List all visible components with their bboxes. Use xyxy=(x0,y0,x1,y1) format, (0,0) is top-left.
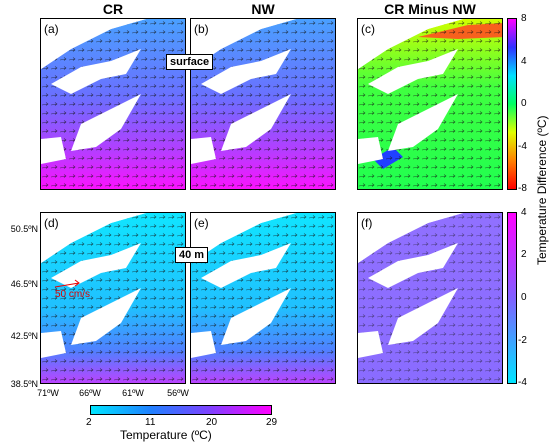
temperature-tick: 2 xyxy=(86,417,92,428)
difference-colorbar-bottom xyxy=(507,212,517,384)
lon-tick: 66ºW xyxy=(79,388,101,398)
panel-b-nw-surface: (b) xyxy=(190,18,336,190)
panel-label-f: (f) xyxy=(361,216,373,230)
column-title-cr: CR xyxy=(102,1,124,17)
temperature-colorbar-label: Temperature (ºC) xyxy=(120,428,212,442)
map-diff-surface xyxy=(358,19,502,189)
scale-label: 50 cm/s xyxy=(55,289,91,300)
panel-label-c: (c) xyxy=(361,22,375,36)
map-cr-surface xyxy=(41,19,185,189)
lat-tick: 42.5ºN xyxy=(10,331,38,341)
map-nw-40m xyxy=(191,213,335,383)
panel-c-diff-surface: (c) xyxy=(357,18,503,190)
panel-a-cr-surface: (a) xyxy=(40,18,186,190)
scale-arrow-icon xyxy=(54,279,80,288)
temperature-tick: 29 xyxy=(266,417,278,428)
panel-f-diff-40m: (f) xyxy=(357,212,503,384)
panel-label-e: (e) xyxy=(194,216,209,230)
difference-tick-top: 0 xyxy=(521,98,527,109)
depth-label-40m: 40 m xyxy=(175,247,209,263)
difference-tick-top: 4 xyxy=(521,56,527,67)
lon-tick: 61ºW xyxy=(122,388,144,398)
lat-tick: 50.5ºN xyxy=(10,224,38,234)
difference-axis-label: Temperature Difference (ºC) xyxy=(535,115,549,265)
column-title-diff: CR Minus NW xyxy=(384,1,476,17)
lat-tick: 38.5ºN xyxy=(10,379,38,389)
map-cr-40m xyxy=(41,213,185,383)
panel-e-nw-40m: (e) xyxy=(190,212,336,384)
lon-tick: 56ºW xyxy=(167,388,189,398)
difference-tick-top: -4 xyxy=(518,141,527,152)
panel-label-d: (d) xyxy=(44,216,59,230)
temperature-tick: 20 xyxy=(206,417,218,428)
panel-label-b: (b) xyxy=(194,22,209,36)
difference-colorbar-top xyxy=(507,18,517,190)
map-diff-40m xyxy=(358,213,502,383)
panel-d-cr-40m: (d) 50 cm/s xyxy=(40,212,186,384)
difference-tick-bottom: -4 xyxy=(518,377,527,388)
depth-label-surface: surface xyxy=(166,54,214,70)
difference-tick-bottom: 2 xyxy=(521,249,527,260)
temperature-colorbar xyxy=(90,405,272,415)
lat-tick: 46.5ºN xyxy=(10,279,38,289)
temperature-tick: 11 xyxy=(145,417,156,428)
difference-tick-bottom: 0 xyxy=(521,292,527,303)
difference-tick-bottom: 4 xyxy=(521,207,527,218)
map-nw-surface xyxy=(191,19,335,189)
lon-tick: 71ºW xyxy=(37,388,59,398)
difference-tick-top: -8 xyxy=(518,183,527,194)
panel-label-a: (a) xyxy=(44,22,59,36)
difference-tick-top: 8 xyxy=(521,13,527,24)
difference-tick-bottom: -2 xyxy=(518,335,527,346)
column-title-nw: NW xyxy=(251,1,275,17)
